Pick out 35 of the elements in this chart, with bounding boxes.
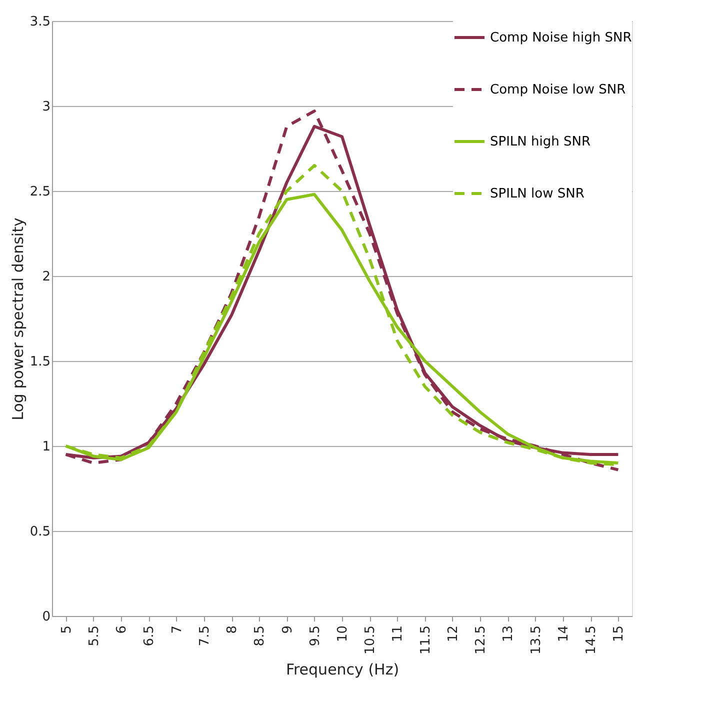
y-tick-label: 3 [42, 100, 50, 114]
x-tick-label: 13 [501, 626, 516, 642]
y-tick-label: 1.5 [30, 354, 50, 370]
y-tick-label: 0 [42, 610, 50, 624]
y-tick-label: 0.5 [30, 524, 50, 540]
x-axis-title: Frequency (Hz) [286, 660, 400, 678]
x-tick-label: 10.5 [363, 626, 378, 654]
legend-label: Comp Noise low SNR [490, 82, 626, 98]
x-tick-label: 5 [59, 626, 74, 634]
x-tick-label: 8.5 [252, 626, 268, 646]
x-tick-label: 12.5 [474, 626, 489, 654]
x-tick-label: 6 [114, 626, 130, 634]
x-tick-label: 9 [280, 626, 296, 634]
x-tick-label: 14 [556, 626, 572, 642]
x-tick-label: 10 [336, 626, 350, 642]
x-tick-label: 15 [612, 626, 627, 642]
legend-label: SPILN high SNR [490, 134, 591, 150]
x-tick-label: 7.5 [197, 626, 212, 646]
x-tick-label: 12 [446, 626, 461, 642]
x-tick-label: 5.5 [86, 626, 102, 646]
y-tick-label: 1 [42, 440, 50, 454]
y-axis-title: Log power spectral density [8, 218, 27, 420]
legend-label: Comp Noise high SNR [490, 30, 632, 46]
x-tick-label: 14.5 [584, 626, 600, 654]
x-tick-label: 13.5 [528, 626, 544, 654]
x-tick-label: 11.5 [418, 626, 434, 654]
x-tick-label: 11 [390, 626, 406, 642]
x-tick-label: 7 [170, 626, 185, 634]
x-tick-label: 6.5 [142, 626, 158, 646]
y-tick-label: 2 [42, 270, 50, 284]
legend-label: SPILN low SNR [490, 186, 584, 202]
x-tick-label: 8 [225, 626, 240, 634]
y-tick-label: 3.5 [30, 14, 50, 30]
y-tick-label: 2.5 [30, 184, 50, 200]
x-tick-label: 9.5 [308, 626, 323, 646]
